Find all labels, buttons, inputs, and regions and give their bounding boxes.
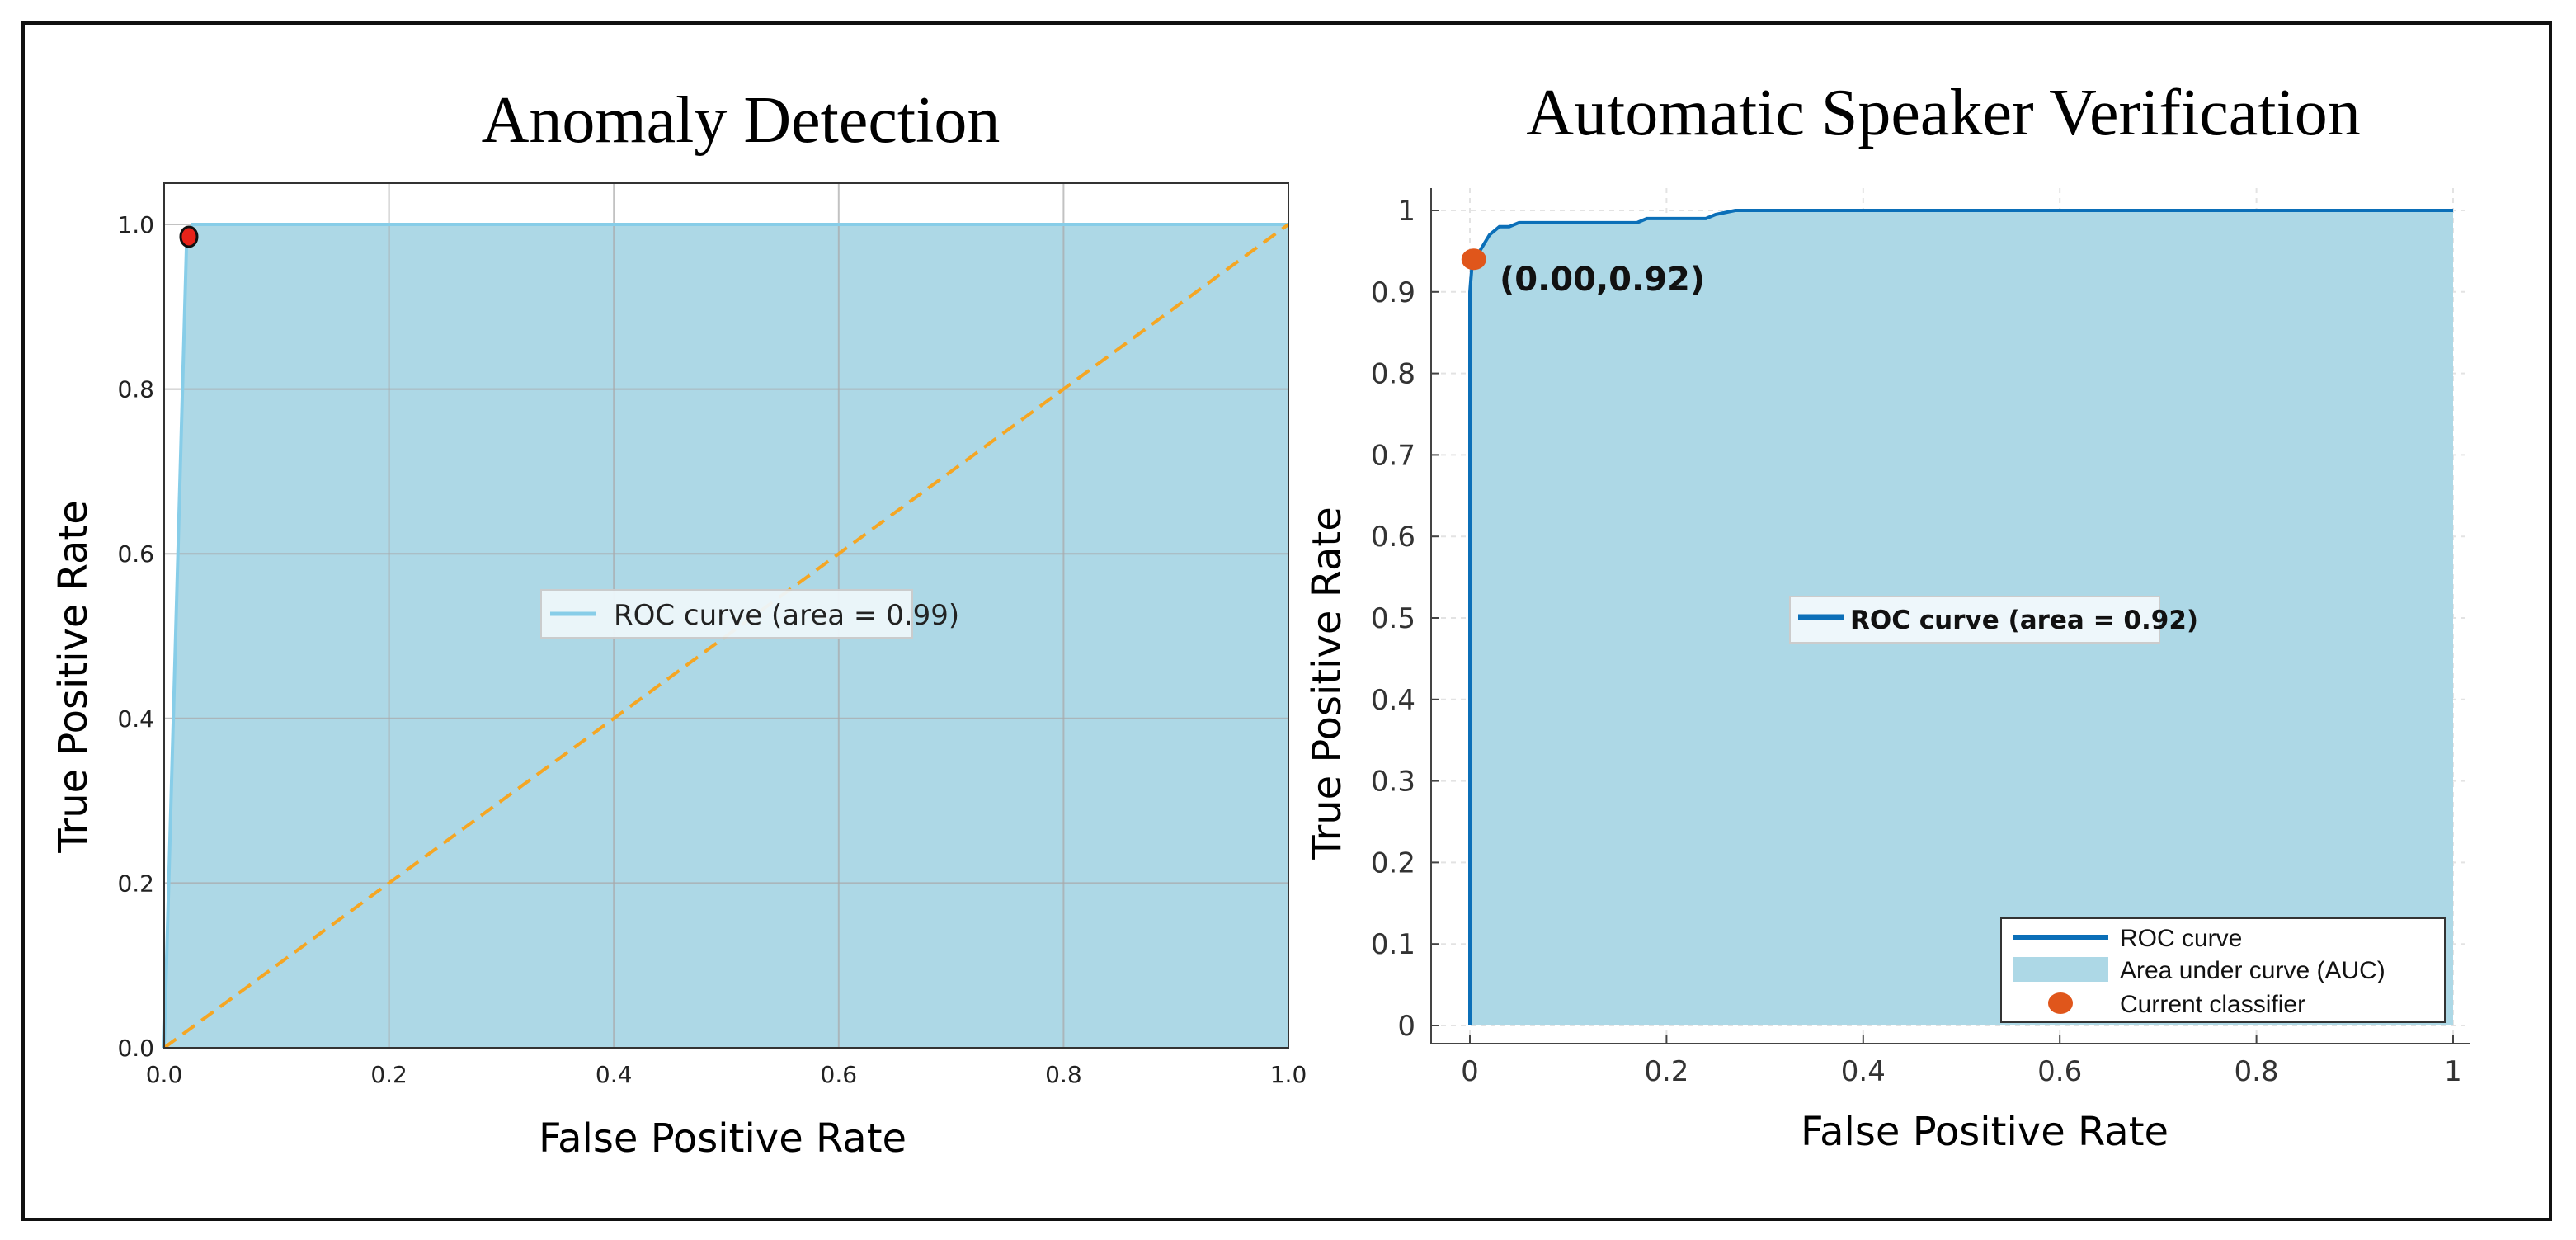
anomaly-detection-chart: Anomaly Detection 0.0 0.2 0.4 0.6 0.8 1.0 0.0… [50, 84, 1307, 1162]
right-x-axis-label: False Positive Rate [1801, 1109, 2169, 1155]
left-x-axis-label: False Positive Rate [539, 1115, 907, 1162]
left-plot-border [163, 182, 1289, 1049]
right-x-tick-label: 0.6 [2037, 1055, 2082, 1088]
left-x-tick-label: 1.0 [1270, 1061, 1307, 1088]
right-y-tick-label: 1 [1397, 195, 1415, 228]
right-x-tick-label: 0.2 [1644, 1055, 1688, 1088]
speaker-verification-chart: Automatic Speaker Verification 0 0.2 0.4 0.… [1304, 77, 2470, 1155]
left-y-tick-label: 1.0 [117, 211, 154, 238]
left-y-ticks: 0.0 0.2 0.4 0.6 0.8 1.0 [117, 211, 154, 1062]
right-center-legend-box [1789, 596, 2160, 644]
right-series-layer [1461, 209, 2453, 1025]
right-current-point [1461, 248, 1486, 271]
left-y-tick-label: 0.2 [117, 870, 154, 897]
right-y-ticks: 0 0.1 0.2 0.3 0.4 0.5 0.6 0.7 0.8 0.9 1 [1371, 195, 1439, 1043]
left-y-tick-label: 0.6 [117, 540, 154, 568]
left-x-tick-label: 0.8 [1045, 1061, 1082, 1088]
right-center-legend-label: ROC curve (area = 0.92) [1850, 606, 2198, 635]
left-x-ticks: 0.0 0.2 0.4 0.6 0.8 1.0 [146, 1061, 1307, 1088]
right-chart-title: Automatic Speaker Verification [1526, 77, 2361, 149]
left-legend-box [540, 589, 913, 639]
right-center-legend: ROC curve (area = 0.92) [1789, 596, 2198, 644]
left-x-tick-label: 0.0 [146, 1061, 183, 1088]
right-x-tick-label: 0.8 [2235, 1055, 2279, 1088]
right-legend-classifier-label: Current classifier [2120, 991, 2305, 1018]
right-y-tick-label: 0.2 [1371, 846, 1415, 879]
figure-frame [21, 21, 2552, 1221]
left-current-point [179, 225, 199, 248]
left-chart-title: Anomaly Detection [482, 84, 1001, 157]
left-y-tick-label: 0.8 [117, 376, 154, 403]
right-y-tick-label: 0 [1397, 1010, 1415, 1043]
right-point-annotation: (0.00,0.92) [1500, 261, 1705, 299]
right-x-tick-label: 0.4 [1841, 1055, 1886, 1088]
right-y-tick-label: 0.4 [1371, 684, 1415, 717]
left-legend-label: ROC curve (area = 0.99) [614, 599, 959, 632]
right-x-tick-label: 1 [2444, 1055, 2462, 1088]
right-legend-roc-label: ROC curve [2120, 925, 2242, 952]
right-y-tick-label: 0.8 [1371, 358, 1415, 391]
right-x-tick-label: 0 [1461, 1055, 1479, 1088]
left-x-tick-label: 0.6 [821, 1061, 858, 1088]
right-y-tick-label: 0.9 [1371, 276, 1415, 309]
right-y-tick-label: 0.1 [1371, 928, 1415, 961]
right-y-tick-label: 0.6 [1371, 521, 1415, 554]
right-legend-auc-swatch [2013, 957, 2108, 982]
right-y-axis-label: True Positive Rate [1304, 507, 1350, 860]
right-y-tick-label: 0.3 [1371, 766, 1415, 799]
right-y-tick-label: 0.5 [1371, 602, 1415, 635]
left-x-tick-label: 0.4 [596, 1061, 633, 1088]
left-y-tick-label: 0.0 [117, 1035, 154, 1062]
right-legend-classifier-swatch [2048, 992, 2073, 1014]
left-legend: ROC curve (area = 0.99) [540, 589, 959, 639]
right-legend-auc-label: Area under curve (AUC) [2120, 957, 2385, 984]
left-y-tick-label: 0.4 [117, 705, 154, 733]
right-x-ticks: 0 0.2 0.4 0.6 0.8 1 [1461, 1035, 2462, 1088]
left-x-tick-label: 0.2 [370, 1061, 407, 1088]
left-y-axis-label: True Positive Rate [50, 500, 97, 854]
right-y-tick-label: 0.7 [1371, 439, 1415, 472]
right-legend-box: ROC curve Area under curve (AUC) Current… [2000, 917, 2446, 1023]
